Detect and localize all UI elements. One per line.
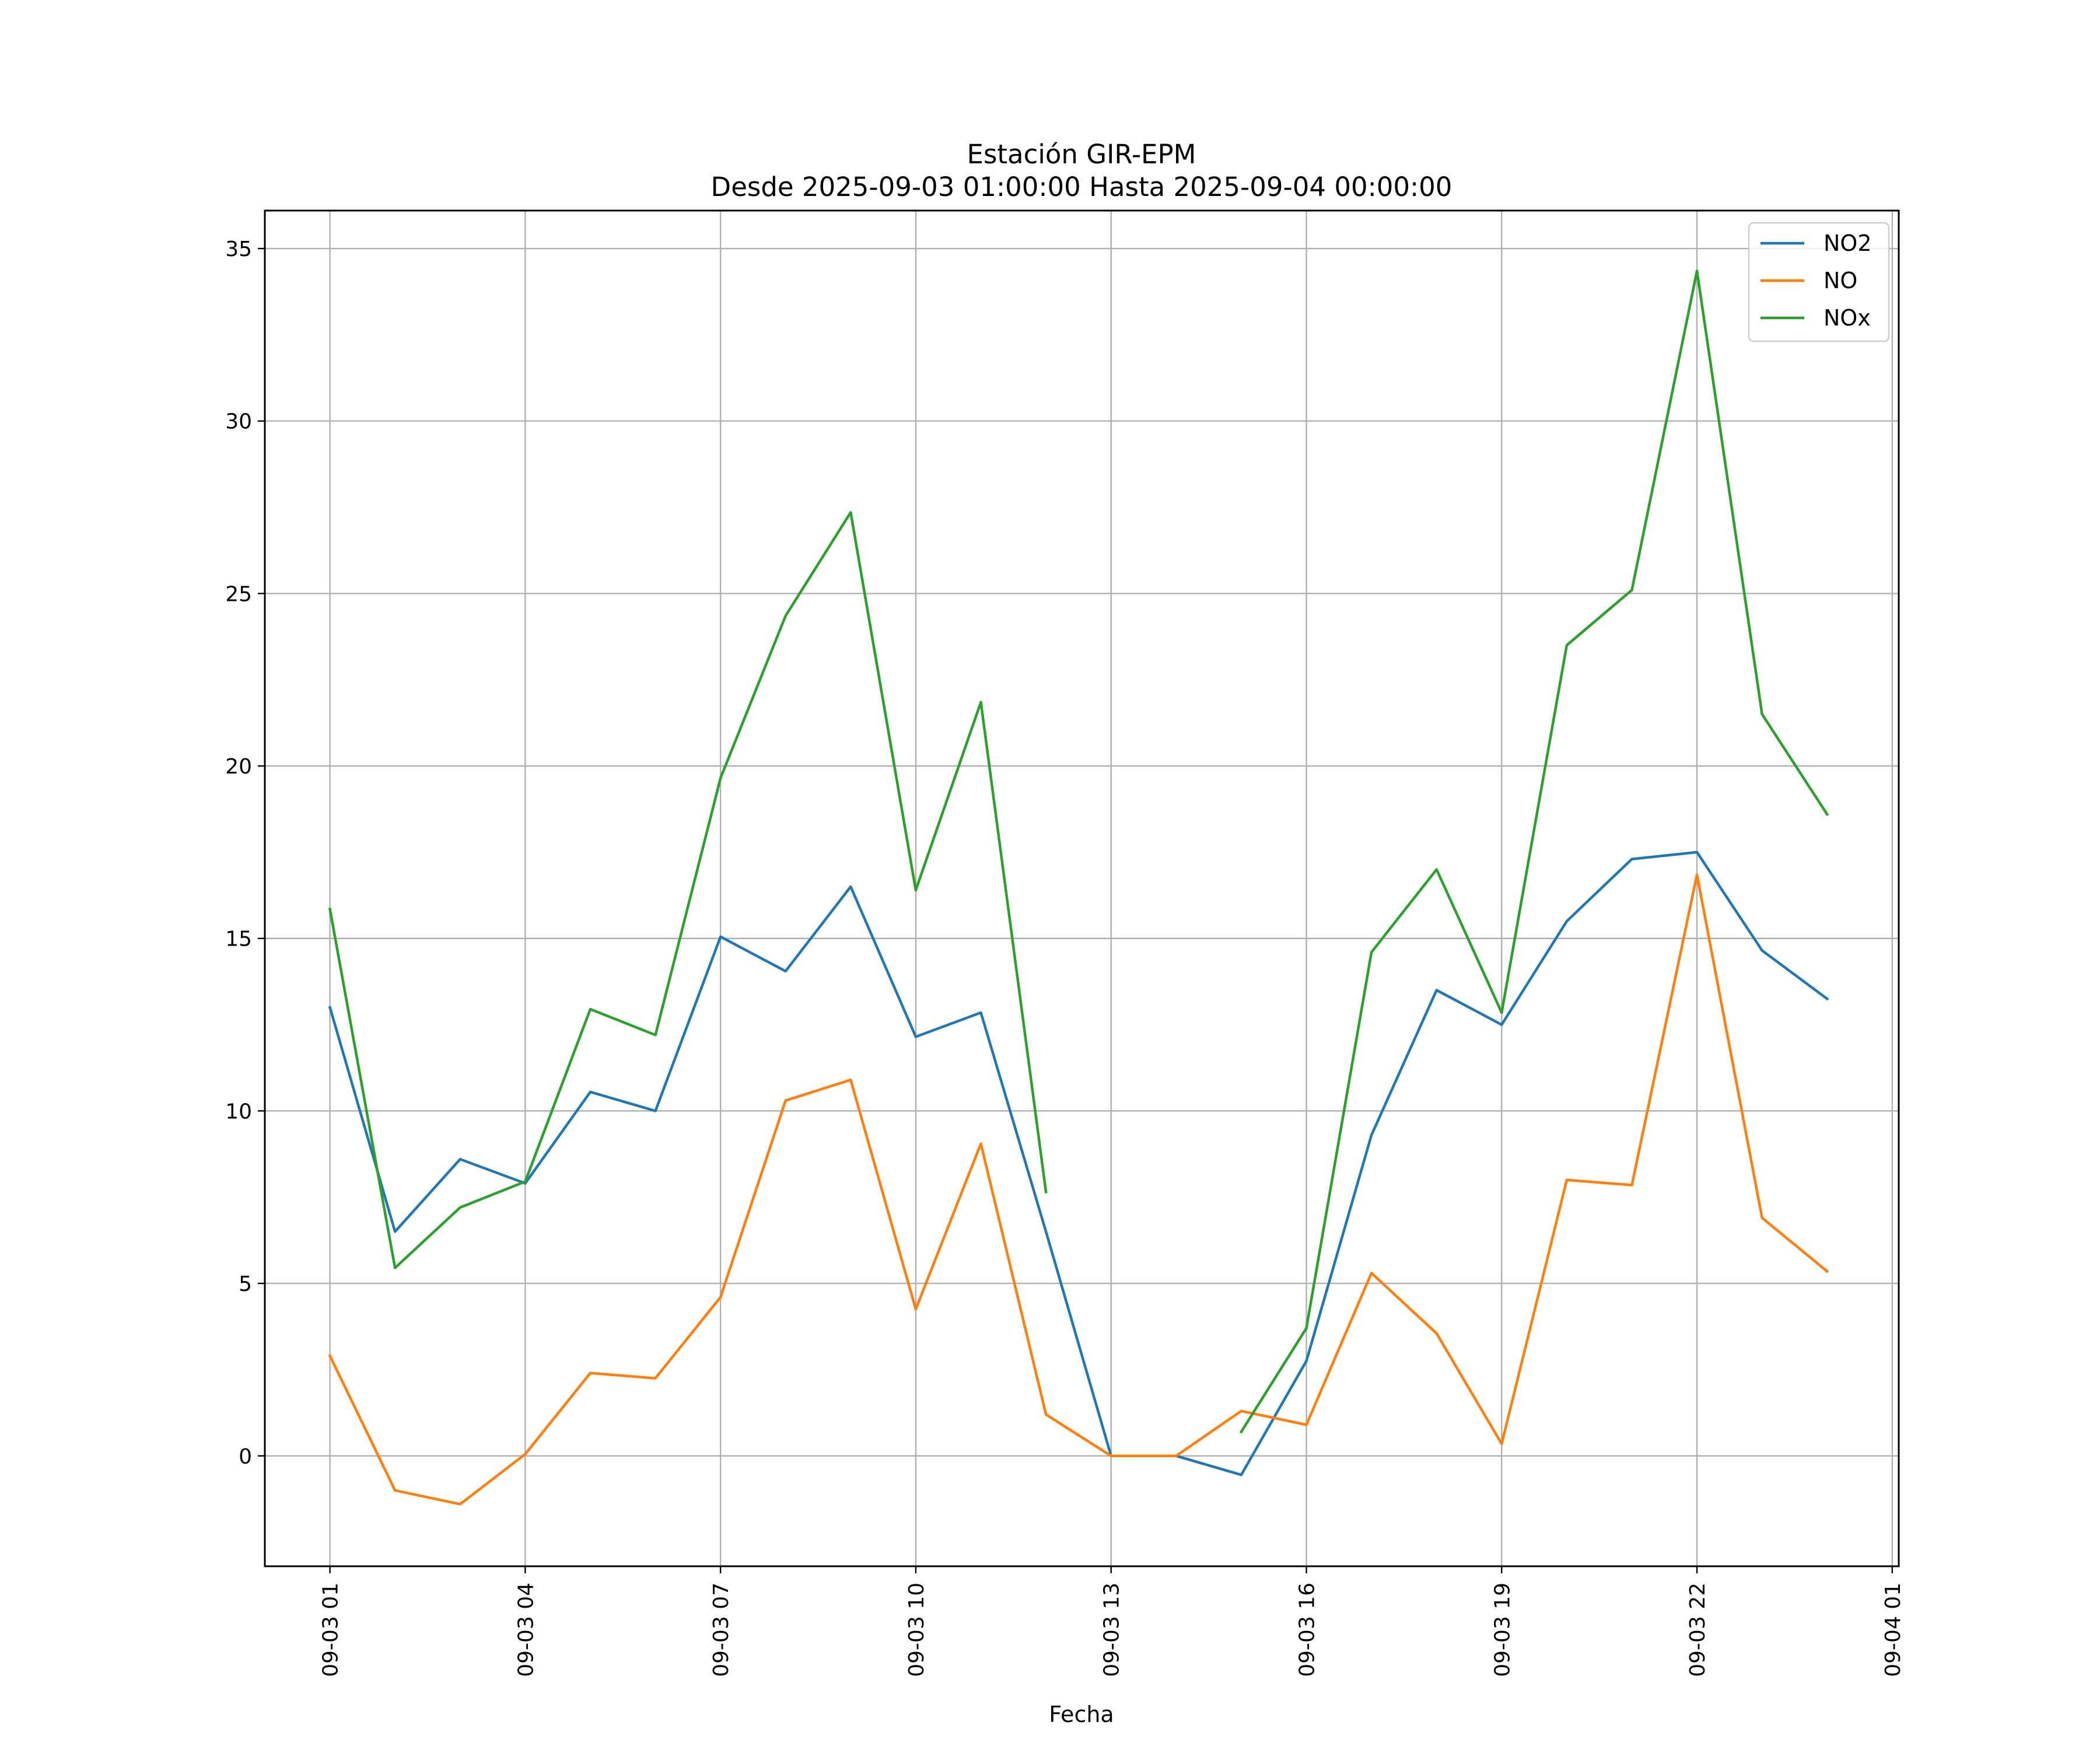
legend-label-no: NO bbox=[1824, 268, 1857, 293]
x-tick-label: 09-03 13 bbox=[1100, 1583, 1124, 1677]
legend-label-no2: NO2 bbox=[1824, 230, 1872, 256]
chart-title: Estación GIR-EPM bbox=[967, 139, 1196, 170]
grid bbox=[265, 211, 1899, 1566]
x-axis: 09-03 01 09-03 04 09-03 07 09-03 10 09-03 13… bbox=[319, 1566, 1905, 1677]
legend-label-nox: NOx bbox=[1824, 305, 1871, 331]
x-axis-label: Fecha bbox=[1049, 1702, 1114, 1727]
plot-area-frame bbox=[264, 209, 1900, 1567]
y-tick-label: 5 bbox=[239, 1272, 252, 1296]
y-tick-label: 25 bbox=[225, 582, 252, 606]
series-line-nox bbox=[328, 270, 1829, 1434]
series-line-no bbox=[328, 873, 1829, 1506]
y-tick-label: 0 bbox=[239, 1445, 252, 1469]
y-tick-label: 20 bbox=[225, 755, 252, 779]
x-tick-label: 09-03 10 bbox=[905, 1583, 929, 1677]
y-tick-label: 15 bbox=[225, 928, 252, 951]
x-tick-label: 09-03 16 bbox=[1295, 1583, 1319, 1677]
chart-subtitle: Desde 2025-09-03 01:00:00 Hasta 2025-09-… bbox=[711, 172, 1452, 202]
legend: NO2 NO NOx bbox=[1748, 222, 1890, 342]
x-tick-label: 09-03 22 bbox=[1686, 1583, 1710, 1677]
x-tick-label: 09-03 01 bbox=[319, 1583, 343, 1677]
y-axis: 0 5 10 15 20 25 30 35 bbox=[225, 237, 265, 1469]
x-tick-label: 09-03 07 bbox=[709, 1583, 733, 1677]
y-tick-label: 10 bbox=[225, 1100, 252, 1124]
legend-box bbox=[1748, 222, 1890, 342]
x-tick-label: 09-03 04 bbox=[514, 1583, 538, 1677]
series-line-no2 bbox=[328, 850, 1829, 1476]
y-tick-label: 35 bbox=[225, 237, 252, 261]
y-tick-label: 30 bbox=[225, 410, 252, 434]
x-tick-label: 09-04 01 bbox=[1881, 1583, 1905, 1677]
plot-lines bbox=[328, 270, 1829, 1506]
x-tick-label: 09-03 19 bbox=[1490, 1583, 1514, 1677]
